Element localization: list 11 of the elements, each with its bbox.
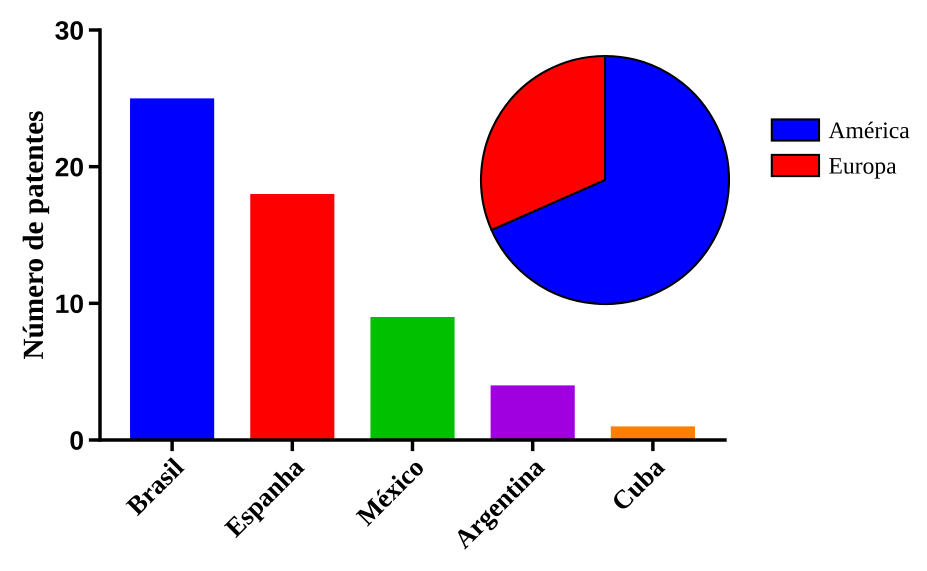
- bar: [490, 385, 575, 440]
- y-axis-title: Número de patentes: [22, 111, 50, 359]
- bar: [370, 317, 455, 440]
- legend-label: Europa: [829, 158, 896, 179]
- y-tick-label: 30: [55, 21, 83, 40]
- y-tick-label: 10: [56, 294, 83, 314]
- bar: [130, 98, 214, 440]
- y-tick-label: 20: [56, 158, 83, 176]
- y-tick-label: 0: [70, 431, 83, 450]
- bar: [250, 194, 334, 440]
- legend-label: América: [828, 122, 910, 138]
